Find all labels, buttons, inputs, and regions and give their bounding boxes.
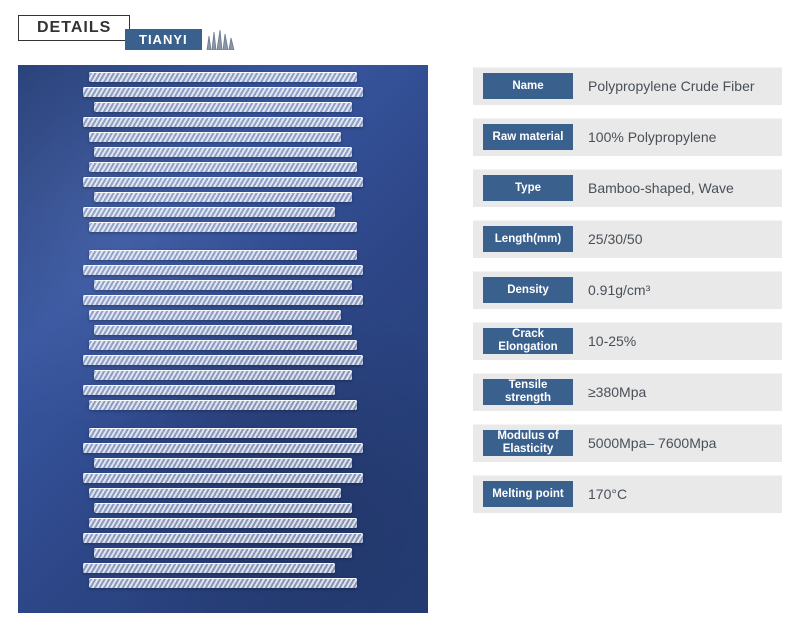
fiber-strips — [83, 72, 363, 606]
spec-value: Polypropylene Crude Fiber — [573, 78, 755, 94]
spec-label: Density — [483, 277, 573, 303]
spec-label: Modulus of Elasticity — [483, 430, 573, 456]
spec-value: 10-25% — [573, 333, 636, 349]
spec-label: Melting point — [483, 481, 573, 507]
spec-value: 5000Mpa– 7600Mpa — [573, 435, 716, 451]
header: DETAILS TIANYI — [0, 0, 800, 50]
spec-row-raw-material: Raw material 100% Polypropylene — [473, 118, 782, 156]
brand-block: TIANYI — [125, 28, 239, 50]
spec-value: 25/30/50 — [573, 231, 643, 247]
spec-label: Length(mm) — [483, 226, 573, 252]
brand-decoration-icon — [204, 28, 239, 50]
spec-row-name: Name Polypropylene Crude Fiber — [473, 67, 782, 105]
spec-label: Name — [483, 73, 573, 99]
specifications-list: Name Polypropylene Crude Fiber Raw mater… — [473, 65, 782, 613]
spec-row-density: Density 0.91g/cm³ — [473, 271, 782, 309]
brand-name: TIANYI — [125, 29, 202, 50]
spec-value: 100% Polypropylene — [573, 129, 716, 145]
content-area: Name Polypropylene Crude Fiber Raw mater… — [0, 50, 800, 613]
spec-label: Tensile strength — [483, 379, 573, 405]
spec-value: 170°C — [573, 486, 627, 502]
spec-row-crack-elongation: Crack Elongation 10-25% — [473, 322, 782, 360]
spec-row-melting-point: Melting point 170°C — [473, 475, 782, 513]
spec-row-type: Type Bamboo-shaped, Wave — [473, 169, 782, 207]
spec-row-tensile-strength: Tensile strength ≥380Mpa — [473, 373, 782, 411]
spec-row-modulus-elasticity: Modulus of Elasticity 5000Mpa– 7600Mpa — [473, 424, 782, 462]
product-photo — [18, 65, 428, 613]
spec-value: ≥380Mpa — [573, 384, 646, 400]
spec-label: Raw material — [483, 124, 573, 150]
spec-value: 0.91g/cm³ — [573, 282, 650, 298]
spec-label: Crack Elongation — [483, 328, 573, 354]
spec-row-length: Length(mm) 25/30/50 — [473, 220, 782, 258]
spec-value: Bamboo-shaped, Wave — [573, 180, 734, 196]
spec-label: Type — [483, 175, 573, 201]
details-title: DETAILS — [18, 15, 130, 41]
